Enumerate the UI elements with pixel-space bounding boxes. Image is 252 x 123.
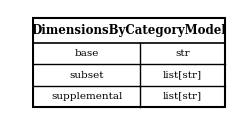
Text: list[str]: list[str] [163, 70, 202, 80]
Text: DimensionsByCategoryModel: DimensionsByCategoryModel [32, 24, 227, 37]
Text: str: str [175, 49, 190, 58]
Text: list[str]: list[str] [163, 92, 202, 101]
Text: supplemental: supplemental [51, 92, 122, 101]
Text: subset: subset [69, 70, 104, 80]
Text: base: base [74, 49, 99, 58]
